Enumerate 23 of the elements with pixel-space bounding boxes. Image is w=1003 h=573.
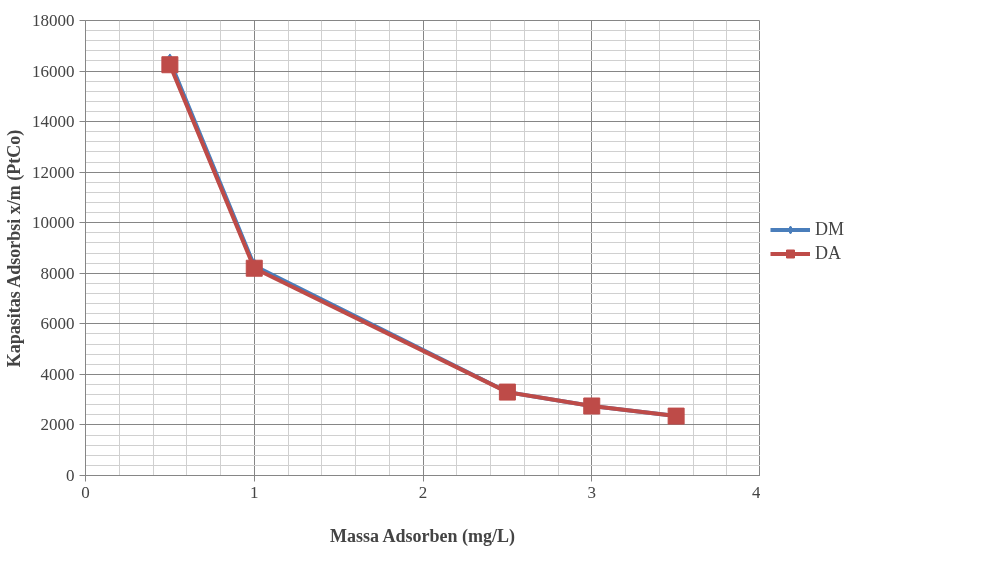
x-tick-label: 4 xyxy=(752,482,761,502)
point xyxy=(498,383,516,401)
point xyxy=(583,397,601,415)
y-tick-label: 8000 xyxy=(40,263,75,283)
x-tick-label: 3 xyxy=(587,482,596,502)
x-tick-label: 2 xyxy=(418,482,428,502)
y-tick-label: 10000 xyxy=(32,213,75,233)
x-tick-label: 0 xyxy=(81,482,90,502)
y-tick-label: 14000 xyxy=(32,112,75,132)
x-axis-title: Massa Adsorben (mg/L) xyxy=(330,525,516,547)
y-tick-label: 6000 xyxy=(40,314,75,334)
point xyxy=(245,259,263,277)
legend-label: DM xyxy=(815,218,845,240)
y-tick-label: 4000 xyxy=(40,364,75,384)
legend-label: DA xyxy=(815,242,841,264)
y-tick-label: 2000 xyxy=(40,415,75,435)
y-tick-label: 16000 xyxy=(32,61,75,81)
y-tick-label: 12000 xyxy=(32,162,75,182)
y-tick-label: 0 xyxy=(66,466,75,485)
point xyxy=(161,56,179,74)
y-axis-title: Kapasitas Adsorbsi x/m (PtCo) xyxy=(4,129,25,368)
x-tick-label: 1 xyxy=(250,482,259,502)
y-tick-label: 18000 xyxy=(32,11,75,30)
